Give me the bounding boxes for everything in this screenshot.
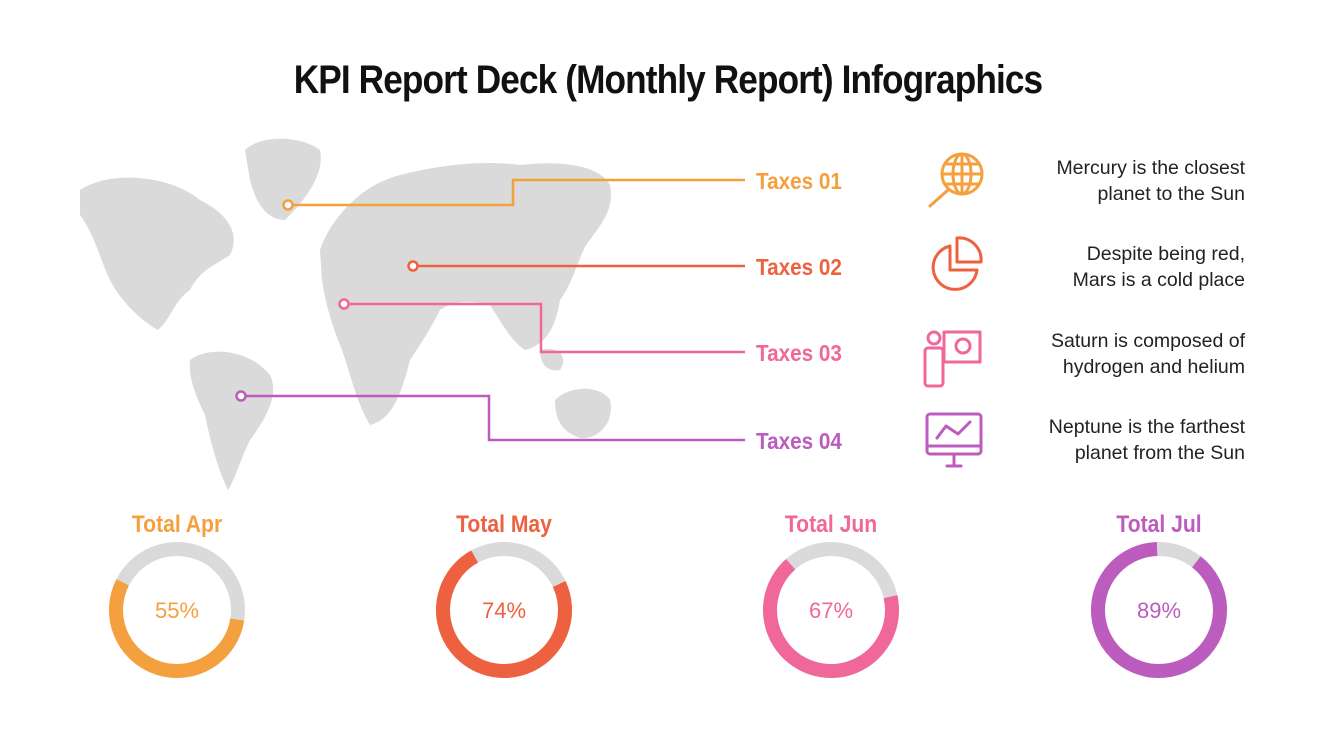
- total-jun-value: 67%: [808, 598, 854, 623]
- total-jul-value: 89%: [1136, 598, 1182, 623]
- taxes-01-label: Taxes 01: [756, 168, 842, 194]
- donut-arc-total-jun: [763, 559, 899, 678]
- fact-1-line2: planet to the Sun: [1097, 183, 1245, 205]
- fact-2: Despite being red, Mars is a cold place: [945, 241, 1245, 293]
- fact-4: Neptune is the farthest planet from the S…: [945, 414, 1245, 466]
- fact-4-line1: Neptune is the farthest: [1048, 416, 1245, 438]
- globe-search-icon: [928, 152, 984, 208]
- map-marker-03: [338, 298, 350, 310]
- taxes-04-label: Taxes 04: [756, 428, 842, 454]
- total-may-value: 74%: [481, 598, 527, 623]
- fact-3-line2: hydrogen and helium: [1062, 356, 1245, 378]
- fact-1: Mercury is the closest planet to the Sun: [945, 155, 1245, 207]
- pie-chart-icon: [931, 236, 983, 291]
- total-apr-title: Total Apr: [131, 511, 223, 538]
- donut-arc-total-apr: [109, 579, 245, 678]
- page-title: KPI Report Deck (Monthly Report) Infogra…: [293, 58, 1043, 102]
- total-jun-title: Total Jun: [784, 511, 878, 538]
- total-jul-title: Total Jul: [1116, 511, 1202, 538]
- taxes-03-label: Taxes 03: [756, 340, 842, 366]
- total-may-title: Total May: [456, 511, 552, 538]
- fact-2-line1: Despite being red,: [1086, 243, 1245, 265]
- fact-3-line1: Saturn is composed of: [1050, 330, 1245, 352]
- monitor-chart-icon: [925, 412, 983, 468]
- fact-3: Saturn is composed of hydrogen and helium: [945, 328, 1245, 380]
- donut-arc-total-may: [436, 550, 572, 678]
- fact-4-line2: planet from the Sun: [1074, 442, 1245, 464]
- world-map: [80, 138, 611, 490]
- presentation-icon: [923, 330, 982, 388]
- connector-taxes-01: [288, 178, 745, 207]
- connector-taxes-03: [344, 302, 745, 354]
- donut-arc-total-jul: [1091, 542, 1227, 678]
- map-marker-04: [235, 390, 247, 402]
- donut-charts: [109, 542, 1227, 678]
- map-marker-02: [407, 260, 419, 272]
- fact-1-line1: Mercury is the closest: [1056, 157, 1245, 179]
- taxes-02-label: Taxes 02: [756, 254, 842, 280]
- total-apr-value: 55%: [154, 598, 200, 623]
- connector-taxes-04: [241, 394, 745, 442]
- fact-2-line2: Mars is a cold place: [1072, 269, 1245, 291]
- connector-lines: [235, 178, 745, 442]
- map-marker-01: [282, 199, 294, 211]
